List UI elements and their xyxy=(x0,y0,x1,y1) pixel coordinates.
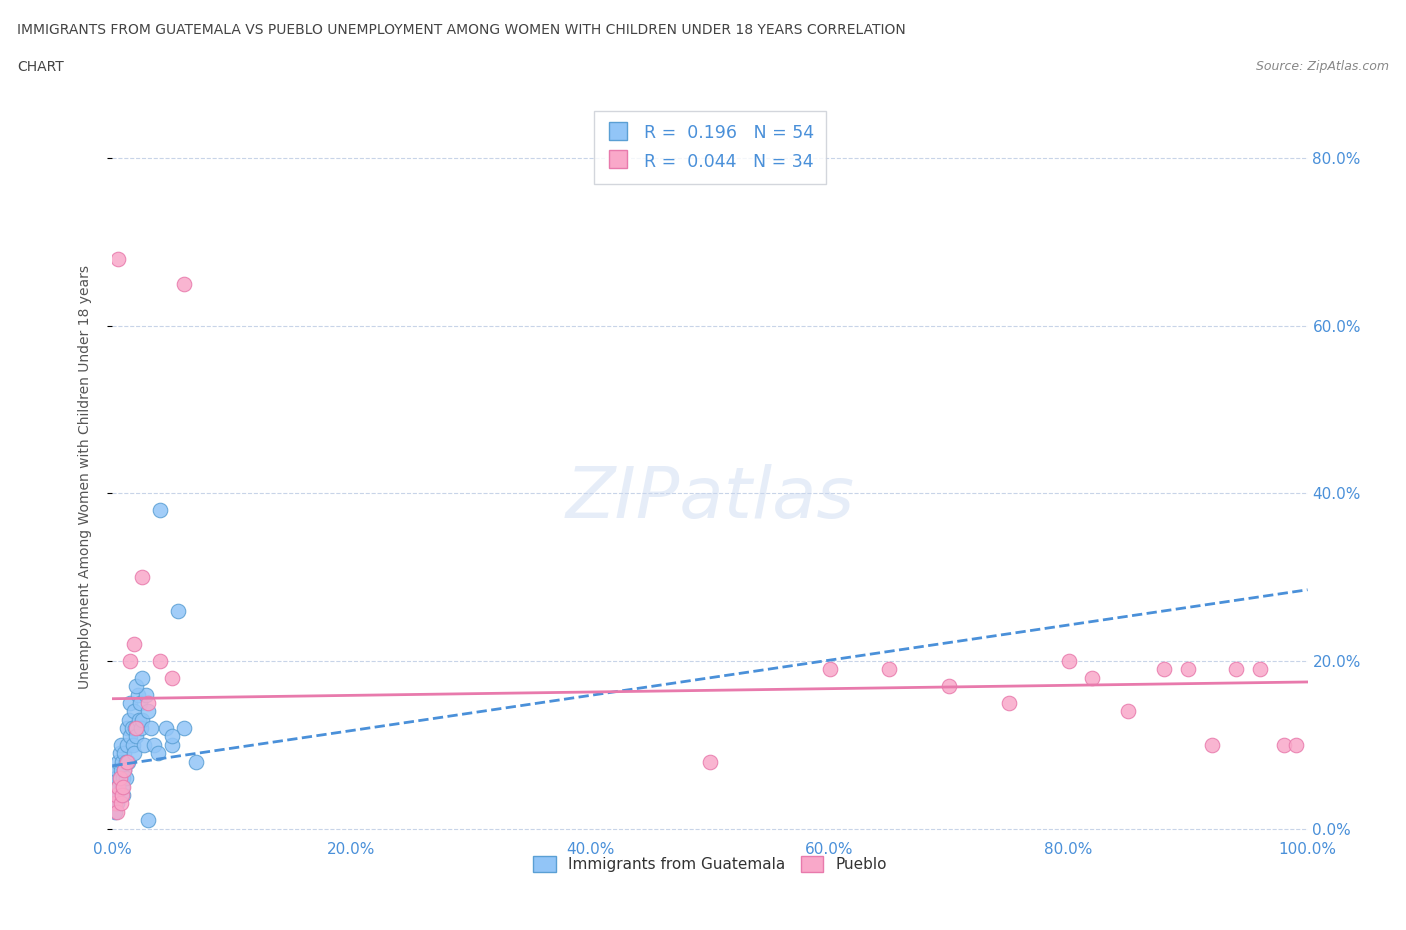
Point xyxy=(129,721,152,736)
Point xyxy=(1249,662,1271,677)
Point xyxy=(107,754,129,769)
Point xyxy=(938,679,960,694)
Point xyxy=(122,704,145,719)
Point xyxy=(146,746,169,761)
Point xyxy=(818,662,841,677)
Point xyxy=(114,763,135,777)
Point xyxy=(128,712,150,727)
Point xyxy=(699,754,721,769)
Point xyxy=(149,654,172,669)
Point xyxy=(1177,662,1199,677)
Point xyxy=(1153,662,1175,677)
Legend: Immigrants from Guatemala, Pueblo: Immigrants from Guatemala, Pueblo xyxy=(526,848,894,880)
Point xyxy=(998,696,1021,711)
Point xyxy=(173,276,195,291)
Point xyxy=(1057,654,1080,669)
Point xyxy=(104,779,127,794)
Text: CHART: CHART xyxy=(17,60,63,74)
Point xyxy=(125,721,148,736)
Text: ZIPatlas: ZIPatlas xyxy=(565,464,855,533)
Text: Source: ZipAtlas.com: Source: ZipAtlas.com xyxy=(1256,60,1389,73)
Point xyxy=(114,754,136,769)
Point xyxy=(105,763,128,777)
Point xyxy=(1272,737,1295,752)
Point xyxy=(112,779,135,794)
Point xyxy=(120,696,142,711)
Point xyxy=(1118,704,1140,719)
Point xyxy=(125,679,148,694)
Point xyxy=(110,737,132,752)
Point xyxy=(105,788,128,803)
Point xyxy=(1285,737,1308,752)
Point xyxy=(108,746,131,761)
Point xyxy=(127,687,149,702)
Point xyxy=(115,721,138,736)
Point xyxy=(124,721,146,736)
Point xyxy=(107,779,129,794)
Point xyxy=(167,604,190,618)
Point xyxy=(105,788,128,803)
Point xyxy=(108,771,131,786)
Point xyxy=(112,771,135,786)
Point xyxy=(105,796,128,811)
Point xyxy=(105,804,128,819)
Point xyxy=(114,746,135,761)
Point xyxy=(121,721,143,736)
Point xyxy=(104,796,127,811)
Point xyxy=(112,788,135,803)
Point xyxy=(149,503,172,518)
Point xyxy=(129,696,152,711)
Point xyxy=(186,754,208,769)
Point xyxy=(105,771,128,786)
Point xyxy=(115,754,138,769)
Point xyxy=(117,754,139,769)
Y-axis label: Unemployment Among Women with Children Under 18 years: Unemployment Among Women with Children U… xyxy=(77,265,91,688)
Point xyxy=(110,763,132,777)
Point xyxy=(122,637,145,652)
Point xyxy=(879,662,901,677)
Point xyxy=(1225,662,1247,677)
Point xyxy=(143,737,166,752)
Point xyxy=(138,704,160,719)
Point xyxy=(138,696,160,711)
Point xyxy=(162,671,183,685)
Point xyxy=(121,737,143,752)
Point xyxy=(120,729,142,744)
Point xyxy=(111,779,134,794)
Point xyxy=(107,779,129,794)
Point xyxy=(173,721,195,736)
Point xyxy=(131,570,153,585)
Point xyxy=(1081,671,1104,685)
Point xyxy=(111,788,134,803)
Point xyxy=(108,771,131,786)
Point xyxy=(110,796,132,811)
Point xyxy=(1201,737,1223,752)
Point xyxy=(118,712,141,727)
Text: IMMIGRANTS FROM GUATEMALA VS PUEBLO UNEMPLOYMENT AMONG WOMEN WITH CHILDREN UNDER: IMMIGRANTS FROM GUATEMALA VS PUEBLO UNEM… xyxy=(17,23,905,37)
Point xyxy=(114,771,136,786)
Point xyxy=(131,671,153,685)
Point xyxy=(107,251,129,266)
Point xyxy=(135,687,157,702)
Point xyxy=(115,737,138,752)
Point xyxy=(139,721,162,736)
Point xyxy=(103,796,125,811)
Point xyxy=(111,754,134,769)
Point xyxy=(120,654,142,669)
Point xyxy=(131,712,153,727)
Point xyxy=(122,746,145,761)
Point xyxy=(162,729,183,744)
Point xyxy=(138,813,160,828)
Point xyxy=(125,729,148,744)
Point xyxy=(114,763,135,777)
Point xyxy=(155,721,177,736)
Point xyxy=(162,737,183,752)
Point xyxy=(132,737,155,752)
Point xyxy=(104,804,127,819)
